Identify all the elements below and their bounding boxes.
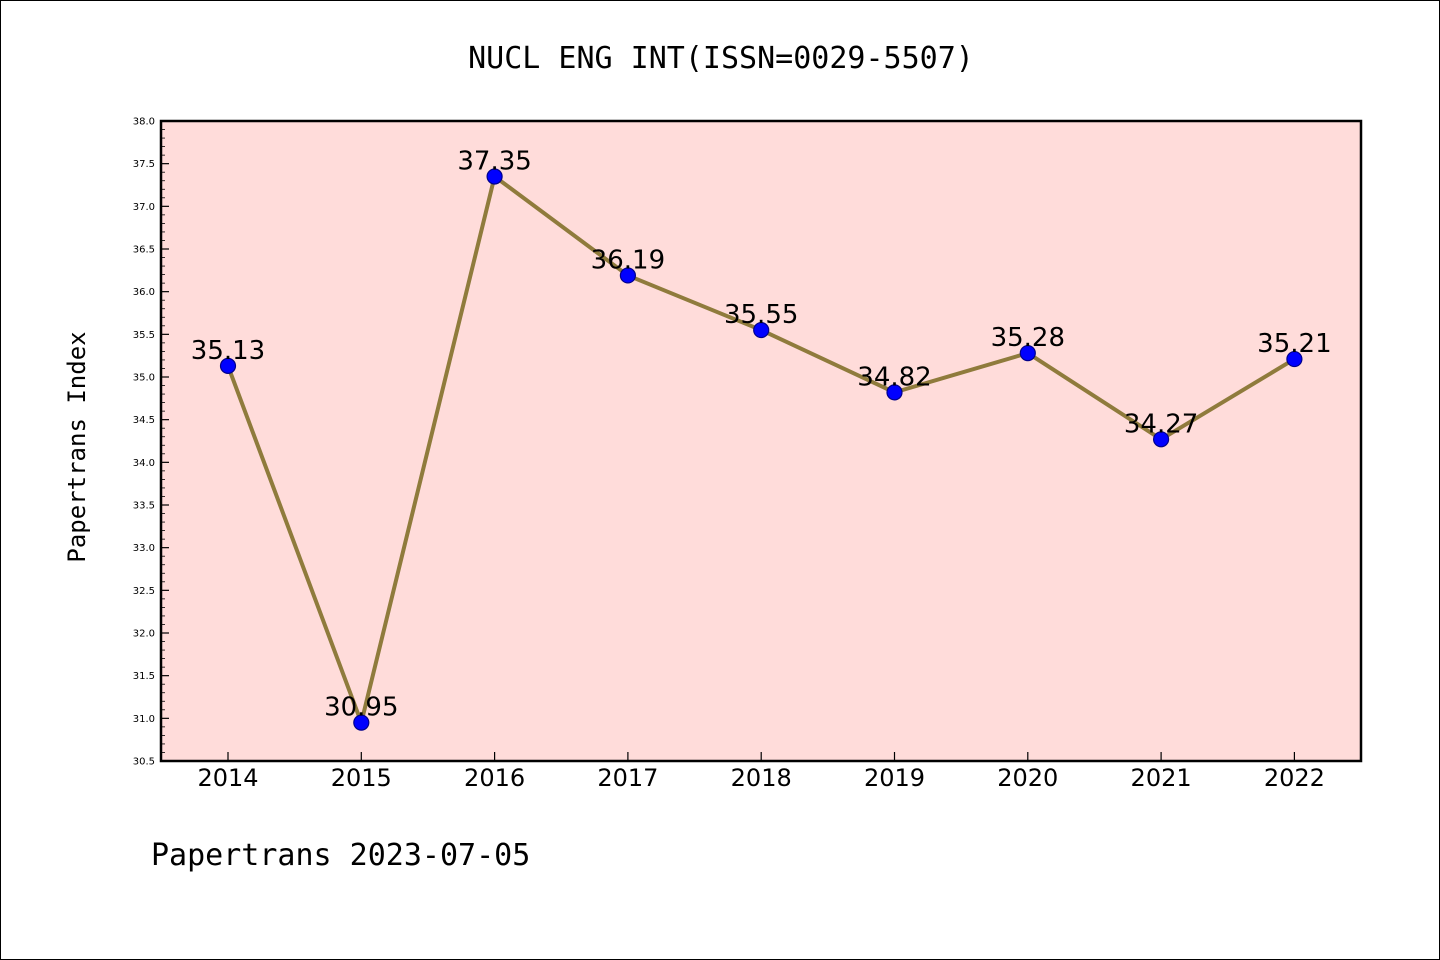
y-axis-label: Papertrans Index — [63, 331, 91, 562]
data-point — [486, 168, 503, 185]
x-tick-label: 2018 — [731, 764, 792, 792]
footer-text: Papertrans 2023-07-05 — [151, 838, 530, 873]
y-tick-label: 37.0 — [133, 202, 155, 213]
x-tick-label: 2015 — [331, 764, 392, 792]
data-label: 35.55 — [724, 300, 798, 330]
y-tick-label: 38.0 — [133, 117, 155, 128]
data-point — [886, 384, 903, 401]
y-tick-label: 31.5 — [133, 671, 155, 682]
y-tick-label: 30.5 — [133, 757, 155, 768]
y-tick-label: 33.0 — [133, 543, 155, 554]
y-tick-label: 34.5 — [133, 415, 155, 426]
y-tick-label: 31.0 — [133, 714, 155, 725]
x-tick-label: 2019 — [864, 764, 925, 792]
y-tick-label: 32.5 — [133, 586, 155, 597]
data-labels: 35.13 30.95 37.35 36.19 35.55 34.82 35.28 34.27… — [191, 146, 1332, 722]
y-tick-label: 33.5 — [133, 501, 155, 512]
data-label: 36.19 — [591, 245, 665, 275]
y-tick-label: 36.0 — [133, 287, 155, 298]
x-tick-label: 2014 — [197, 764, 258, 792]
y-tick-label: 32.0 — [133, 629, 155, 640]
data-markers — [219, 168, 1303, 731]
y-tick-label: 36.5 — [133, 245, 155, 256]
x-axis: 2014 2015 2016 2017 2018 2019 2020 2021 2022 — [197, 752, 1325, 792]
y-tick-label: 35.0 — [133, 373, 155, 384]
data-label: 30.95 — [324, 693, 398, 723]
y-tick-label: 35.5 — [133, 330, 155, 341]
data-label: 35.28 — [991, 323, 1065, 353]
x-tick-label: 2016 — [464, 764, 525, 792]
data-label: 35.13 — [191, 336, 265, 366]
data-label: 35.21 — [1257, 329, 1331, 359]
x-tick-label: 2017 — [597, 764, 658, 792]
data-point — [353, 714, 370, 731]
data-label: 37.35 — [457, 146, 531, 176]
y-axis: 30.5 31.0 31.5 32.0 32.5 33.0 33.5 34.0 34.5 35.0… — [133, 117, 169, 768]
data-point — [1286, 350, 1303, 368]
data-point — [1019, 345, 1036, 362]
x-tick-label: 2022 — [1264, 764, 1325, 792]
data-point — [753, 321, 770, 339]
data-point — [619, 267, 637, 284]
x-tick-label: 2020 — [997, 764, 1058, 792]
plot-frame — [159, 119, 1363, 763]
x-tick-label: 2021 — [1131, 764, 1192, 792]
y-tick-label: 37.5 — [133, 159, 155, 170]
chart-title: NUCL ENG INT(ISSN=0029-5507) — [468, 41, 974, 76]
data-point — [1152, 431, 1170, 448]
y-tick-label: 34.0 — [133, 458, 155, 469]
data-point — [219, 357, 237, 375]
data-label: 34.82 — [857, 362, 931, 392]
data-label: 34.27 — [1124, 409, 1198, 439]
